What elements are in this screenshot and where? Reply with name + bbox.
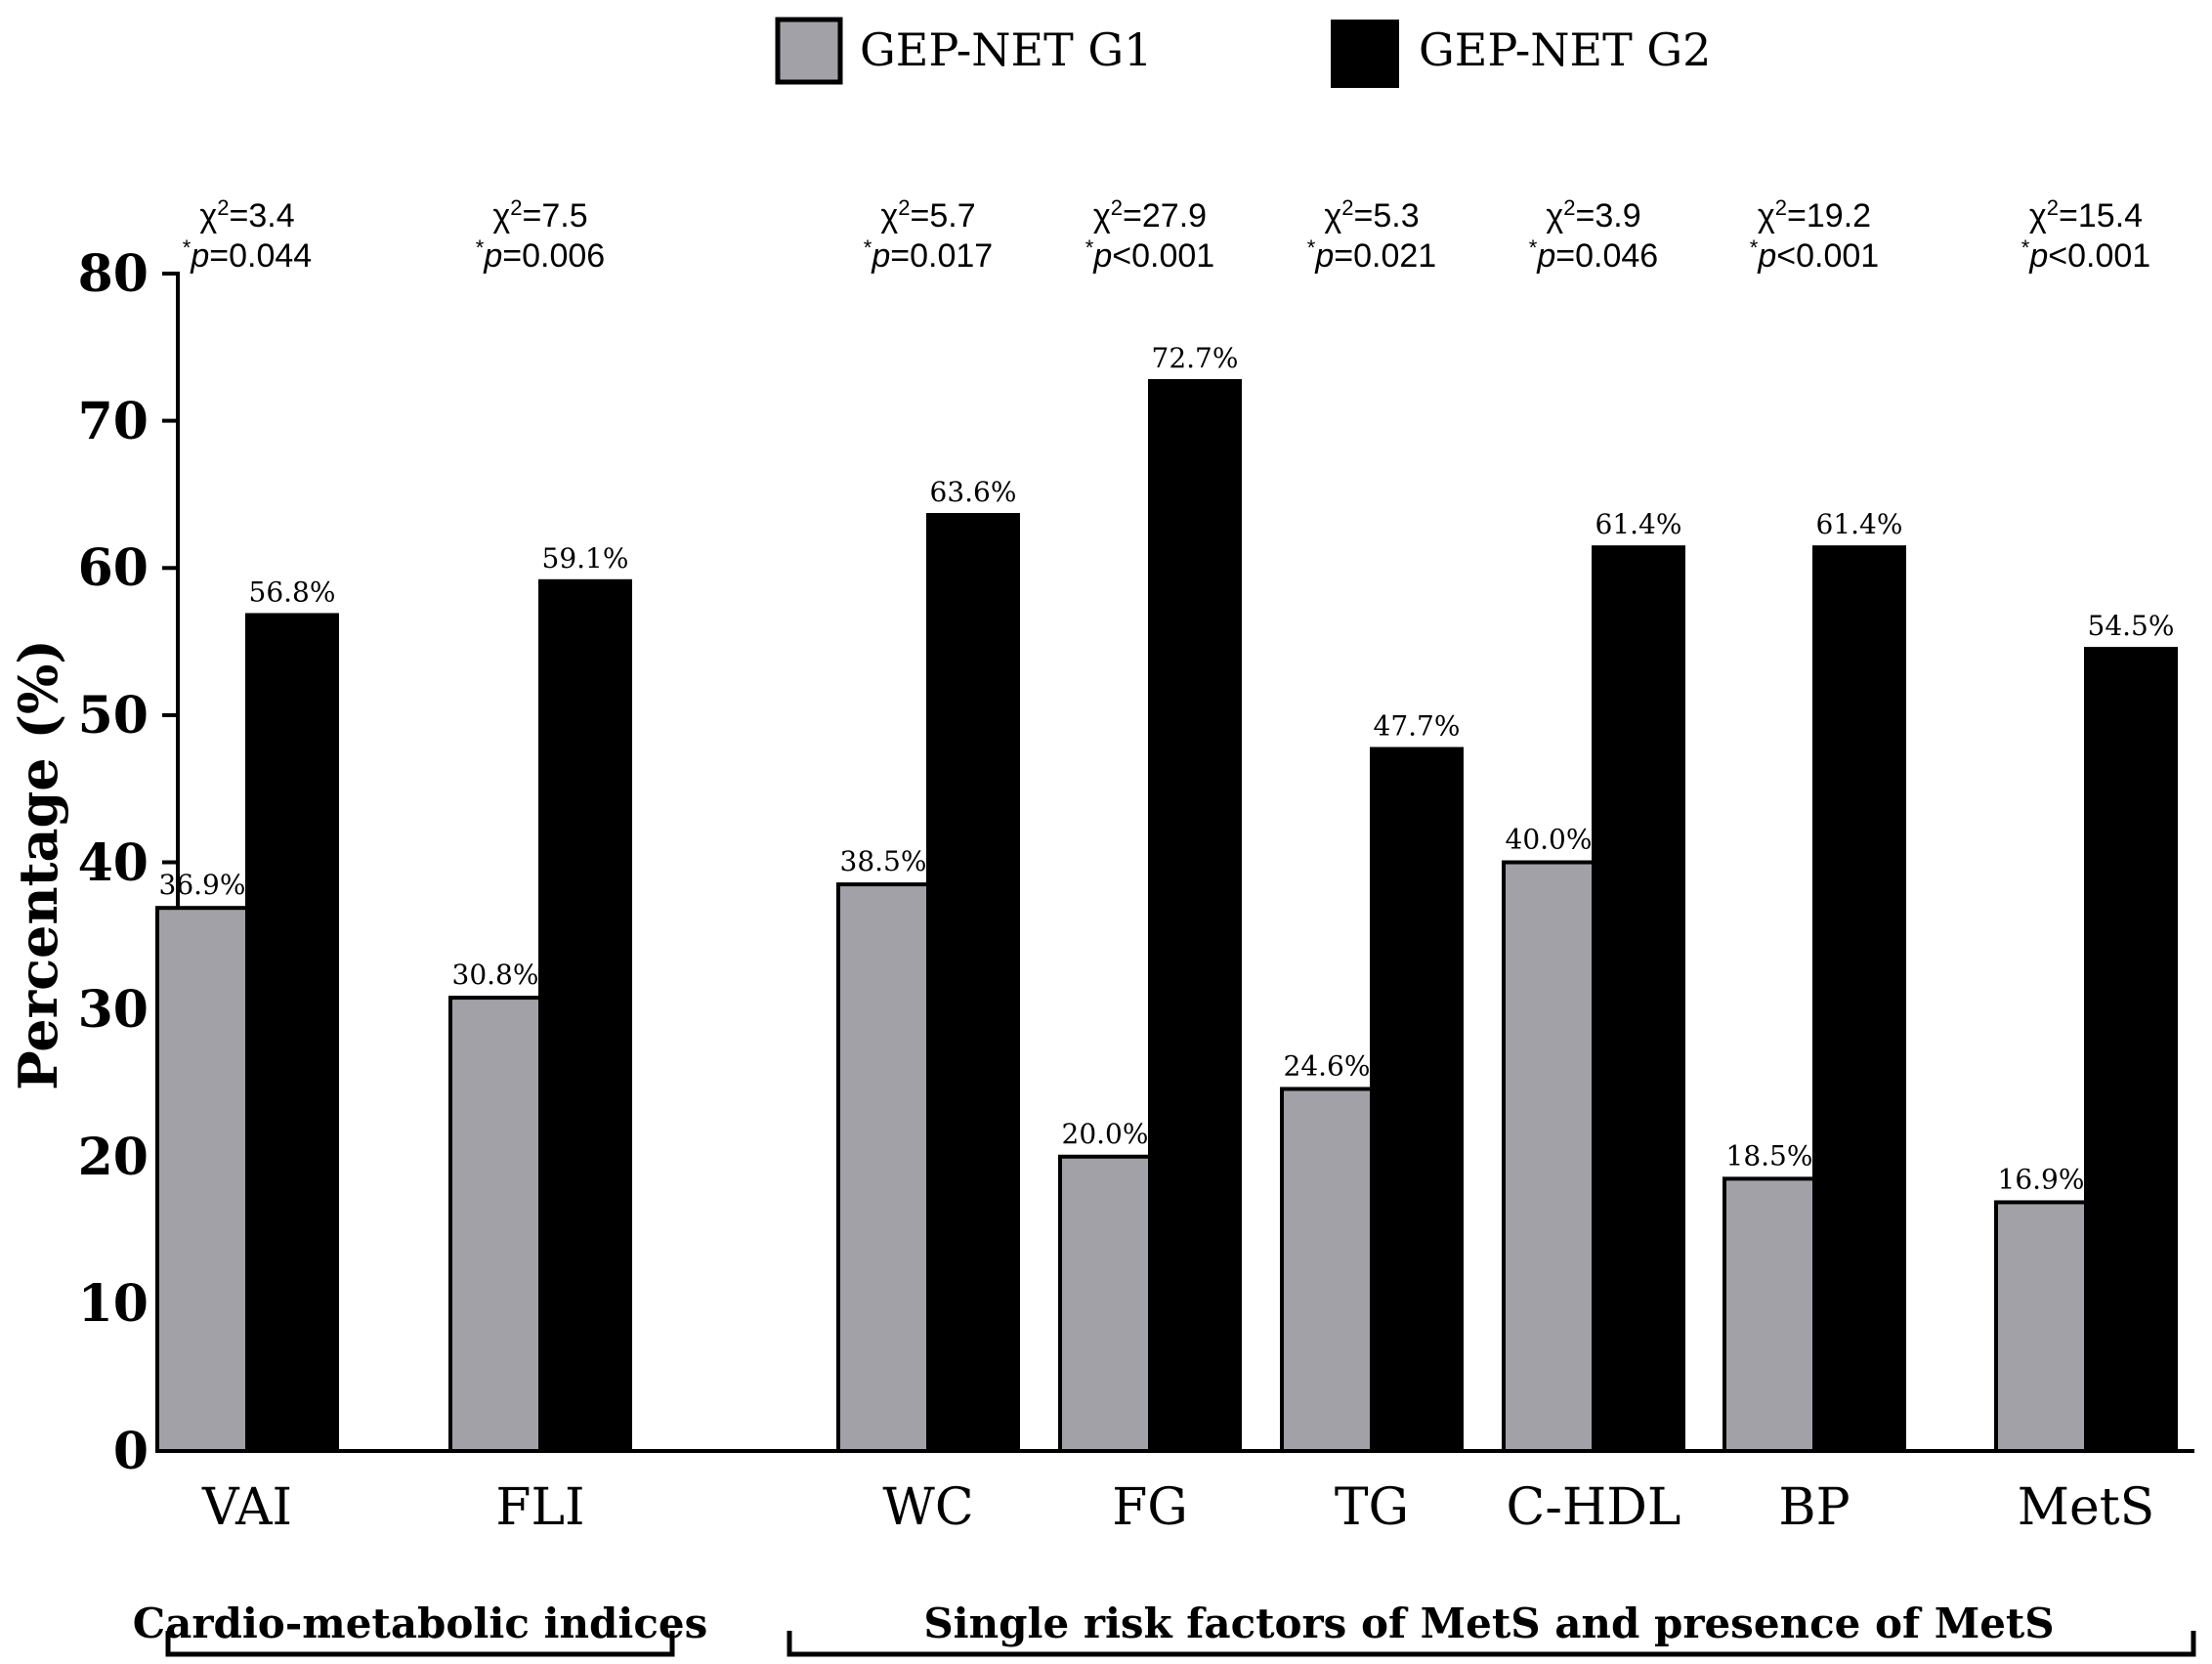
- value-label: 56.8%: [249, 576, 336, 608]
- p-value-label: *p=0.006: [476, 235, 605, 276]
- bar-g2-mets: [2084, 647, 2178, 1453]
- bar-g1-fli: [448, 996, 542, 1453]
- y-ticks: 0 10 20 30 40 50 60 70 80: [78, 244, 178, 1481]
- group-bracket-risk-factors: Single risk factors of MetS and presence…: [787, 1600, 2196, 1657]
- bar-g2-fli: [538, 578, 632, 1453]
- y-tick-label: 0: [113, 1422, 149, 1481]
- bar-g2-tg: [1370, 747, 1464, 1453]
- x-tick-label: FLI: [495, 1478, 584, 1537]
- value-label: 61.4%: [1595, 508, 1682, 540]
- bar-g2-c-hdl: [1592, 545, 1685, 1453]
- x-tick-label: VAI: [201, 1478, 292, 1537]
- bar-g1-c-hdl: [1502, 860, 1595, 1453]
- chi-square-label: χ2=3.9: [1546, 195, 1640, 235]
- value-label: 38.5%: [840, 845, 927, 877]
- p-value-label: *p=0.021: [1307, 235, 1436, 276]
- bar-g2-fg: [1148, 378, 1242, 1453]
- value-label: 72.7%: [1152, 342, 1239, 374]
- value-label: 18.5%: [1726, 1139, 1813, 1172]
- bracket-line: [165, 1631, 675, 1657]
- p-value-label: *p<0.001: [2021, 235, 2150, 276]
- value-label: 40.0%: [1506, 824, 1593, 856]
- x-tick-label: TG: [1335, 1478, 1409, 1537]
- value-label: 24.6%: [1284, 1049, 1371, 1082]
- bar-g1-mets: [1994, 1200, 2088, 1453]
- value-label: 16.9%: [1998, 1163, 2085, 1195]
- y-tick-label: 30: [78, 980, 149, 1040]
- value-label: 30.8%: [452, 959, 539, 991]
- legend-swatch-g2: [1331, 20, 1399, 88]
- value-label: 54.5%: [2088, 610, 2175, 642]
- legend-label-g2: GEP-NET G2: [1419, 23, 1711, 76]
- y-tick-label: 80: [78, 244, 149, 304]
- y-tick-label: 10: [78, 1274, 149, 1334]
- x-tick-label: C-HDL: [1507, 1478, 1681, 1537]
- p-value-label: *p=0.017: [864, 235, 993, 276]
- group-label: Cardio-metabolic indices: [133, 1600, 708, 1647]
- value-label: 47.7%: [1374, 710, 1461, 743]
- value-label: 20.0%: [1062, 1118, 1149, 1150]
- bar-g1-tg: [1280, 1087, 1374, 1454]
- chi-square-label: χ2=7.5: [492, 195, 587, 235]
- x-tick-label: BP: [1778, 1478, 1850, 1537]
- chi-square-label: χ2=19.2: [1758, 195, 1871, 235]
- chi-square-label: χ2=3.4: [199, 195, 294, 235]
- p-value-label: *p<0.001: [1085, 235, 1214, 276]
- bar-g1-vai: [155, 906, 249, 1453]
- group-bracket-cardio: Cardio-metabolic indices: [133, 1600, 708, 1657]
- value-label: 61.4%: [1816, 508, 1903, 540]
- bar-g1-bp: [1723, 1176, 1816, 1453]
- value-labels: 36.9% 56.8% 30.8% 59.1% 38.5% 63.6% 20.0% 72.7%…: [159, 342, 2175, 1195]
- bracket-line: [787, 1631, 2196, 1657]
- legend-swatch-g1: [775, 17, 843, 85]
- x-tick-label: WC: [882, 1478, 973, 1537]
- y-tick-label: 70: [78, 392, 149, 451]
- x-tick-label: FG: [1112, 1478, 1188, 1537]
- p-value-label: *p=0.044: [183, 235, 312, 276]
- y-tick-label: 60: [78, 538, 149, 598]
- bar-g2-wc: [926, 513, 1020, 1453]
- chi-square-label: χ2=5.3: [1324, 195, 1419, 235]
- bar-g1-wc: [836, 882, 930, 1453]
- value-label: 63.6%: [930, 476, 1017, 508]
- y-tick-label: 40: [78, 833, 149, 893]
- y-tick-label: 20: [78, 1128, 149, 1187]
- y-tick-label: 50: [78, 686, 149, 746]
- bar-g2-vai: [245, 613, 339, 1453]
- p-value-label: *p<0.001: [1750, 235, 1879, 276]
- bar-g2-bp: [1812, 545, 1906, 1453]
- legend: GEP-NET G1 GEP-NET G2: [775, 17, 1711, 88]
- chi-square-label: χ2=5.7: [880, 195, 975, 235]
- x-tick-labels: VAI FLI WC FG TG C-HDL BP MetS: [201, 1478, 2154, 1537]
- legend-label-g1: GEP-NET G1: [860, 23, 1152, 76]
- y-axis-title: Percentage (%): [7, 639, 69, 1090]
- value-label: 59.1%: [542, 542, 629, 575]
- p-value-label: *p=0.046: [1529, 235, 1658, 276]
- chi-square-label: χ2=15.4: [2029, 195, 2143, 235]
- x-tick-label: MetS: [2018, 1478, 2155, 1537]
- stat-annotations: χ2=3.4*p=0.044χ2=7.5*p=0.006χ2=5.7*p=0.0…: [183, 195, 2150, 276]
- bars: [155, 378, 2178, 1454]
- value-label: 36.9%: [159, 869, 246, 901]
- chi-square-label: χ2=27.9: [1093, 195, 1207, 235]
- group-label: Single risk factors of MetS and presence…: [923, 1600, 2054, 1647]
- bar-g1-fg: [1058, 1154, 1152, 1453]
